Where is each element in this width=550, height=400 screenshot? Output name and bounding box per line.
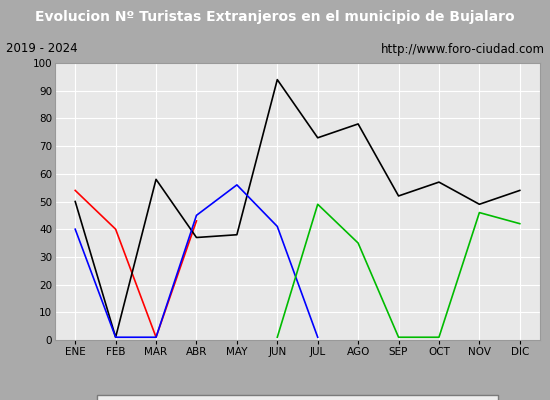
Text: http://www.foro-ciudad.com: http://www.foro-ciudad.com [381,42,544,56]
Legend: 2024, 2023, 2022, 2021, 2020, 2019: 2024, 2023, 2022, 2021, 2020, 2019 [97,396,498,400]
Text: 2019 - 2024: 2019 - 2024 [6,42,77,56]
Text: Evolucion Nº Turistas Extranjeros en el municipio de Bujalaro: Evolucion Nº Turistas Extranjeros en el … [35,10,515,24]
